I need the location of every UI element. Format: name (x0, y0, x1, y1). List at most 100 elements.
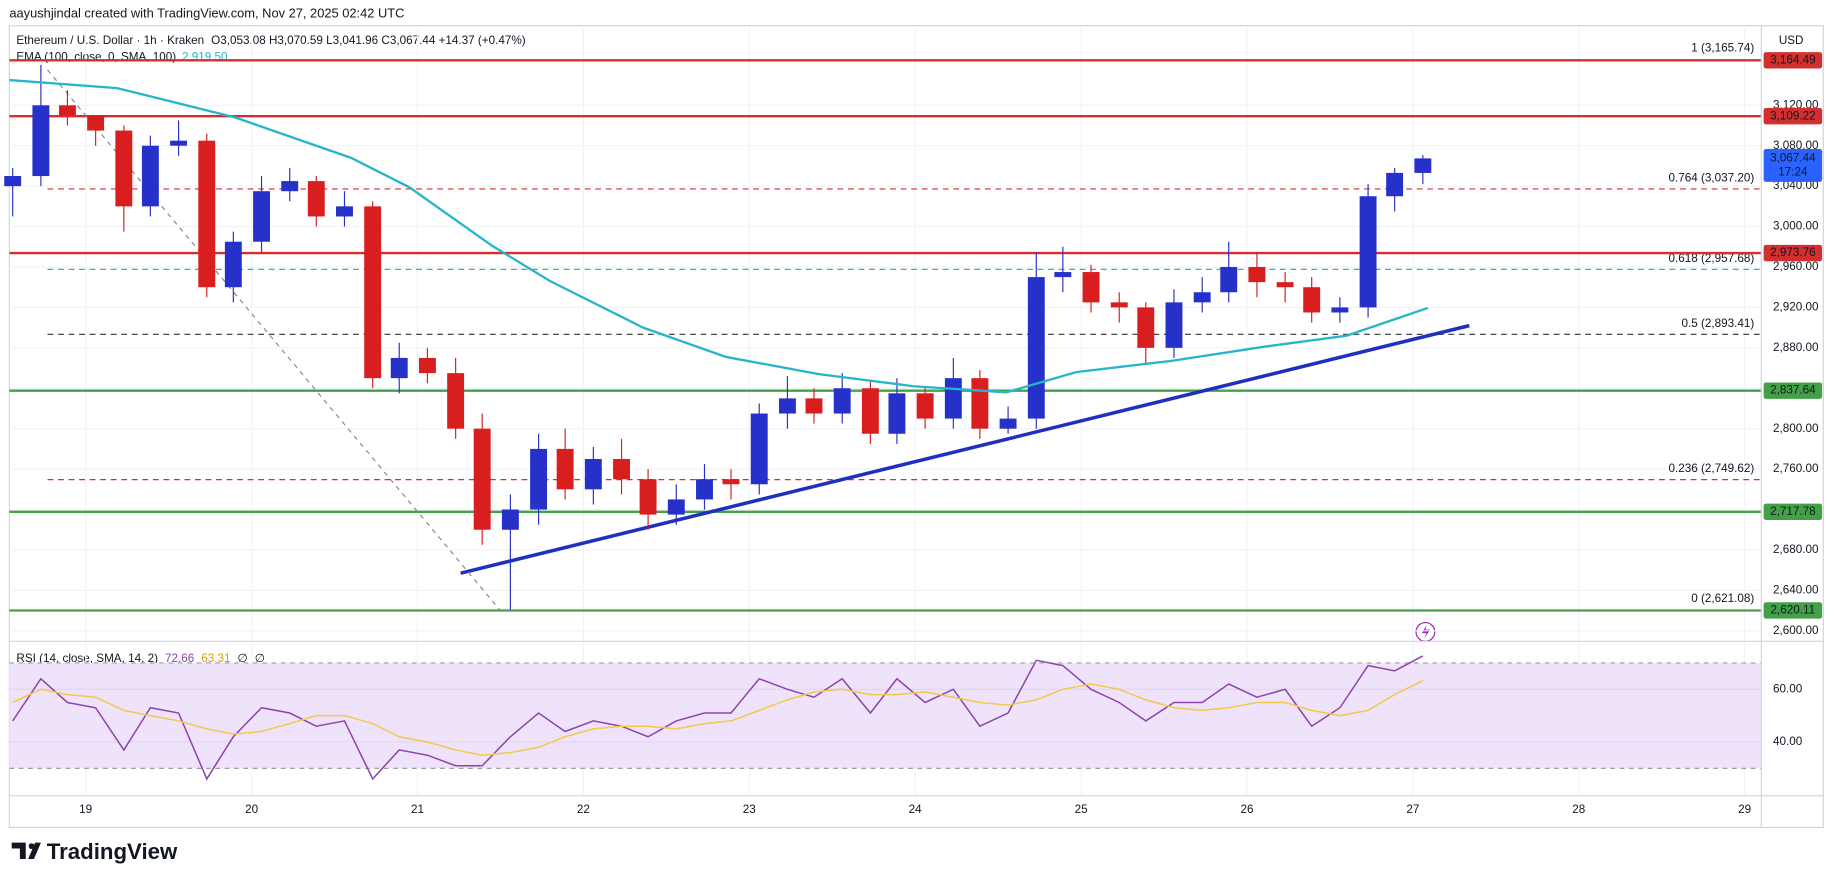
candle-body (833, 388, 851, 414)
level-tag-label: 2,620.11 (1771, 604, 1816, 617)
countdown: 17:24 (1778, 166, 1808, 179)
rsi-extra: ∅ (238, 652, 248, 665)
level-tag-label: 3,109.22 (1770, 109, 1816, 122)
y-tick-label: 2,960.00 (1773, 260, 1819, 273)
candle-body (1414, 158, 1432, 173)
brand-name: TradingView (47, 839, 178, 864)
x-tick-label: 21 (411, 803, 424, 816)
brand-logo (11, 842, 41, 859)
candle-body (198, 140, 216, 288)
candle-body (281, 181, 299, 192)
logo-dot (28, 843, 35, 850)
candle-body (115, 130, 133, 207)
x-tick-label: 19 (79, 803, 92, 816)
symbol-title: Ethereum / U.S. Dollar · 1h · Kraken (16, 34, 204, 47)
level-tag (1763, 602, 1823, 619)
candle-body (778, 398, 796, 414)
candle-body (253, 191, 270, 242)
candle-body (722, 479, 740, 485)
candle-body (667, 499, 685, 515)
y-tick-label: 40.00 (1773, 735, 1803, 748)
candle-body (418, 357, 436, 374)
fib-label: 1 (3,165.74) (1691, 42, 1754, 55)
candle-body (1054, 272, 1072, 278)
y-tick-label: 2,760.00 (1773, 462, 1819, 475)
last-price-label: 3,067.44 (1770, 152, 1816, 165)
fib-label: 0 (2,621.08) (1691, 592, 1754, 605)
candle-body (805, 398, 823, 414)
candle-body (473, 428, 491, 530)
candle-body (390, 357, 408, 379)
candle-body (501, 509, 519, 530)
candle-body (1359, 196, 1377, 308)
y-tick-label: 2,640.00 (1773, 583, 1819, 596)
ohlc-text: O3,053.08 H3,070.59 L3,041.96 C3,067.44 … (211, 34, 526, 47)
candle-body (1137, 307, 1155, 348)
candle-body (584, 459, 602, 490)
candle-body (364, 206, 382, 379)
alert-bolt (1421, 624, 1431, 639)
candle-body (32, 105, 50, 177)
level-tag-label: 2,717.78 (1770, 505, 1816, 518)
x-tick-label: 23 (743, 803, 756, 816)
candle-body (1248, 266, 1266, 283)
y-tick-label: 2,920.00 (1773, 301, 1819, 314)
fib-label: 0.764 (3,037.20) (1668, 172, 1754, 185)
fib-label: 0.5 (2,893.41) (1681, 317, 1754, 330)
candle-body (944, 378, 962, 419)
x-tick-label: 28 (1572, 803, 1585, 816)
candle-body (58, 105, 76, 116)
candle-body (1110, 302, 1128, 308)
rsi-extra: ∅ (255, 652, 265, 665)
candle-body (4, 176, 22, 187)
ema-line (9, 78, 1429, 394)
last-price-tag (1763, 149, 1823, 182)
y-tick-label: 3,000.00 (1773, 220, 1819, 233)
rsi-legend: RSI (14, close, SMA, 14, 2) 72.66 63.31 ∅ ∅ (16, 652, 265, 665)
candle-body (750, 413, 768, 485)
candle-body (336, 206, 353, 217)
symbol-legend: Ethereum / U.S. Dollar · 1h · Kraken O3,0… (16, 34, 525, 47)
level-tag (1763, 52, 1823, 69)
candle-body (696, 479, 713, 500)
candle-body (916, 393, 934, 419)
candle-body (971, 378, 989, 429)
level-tag-label: 2,973.76 (1770, 246, 1816, 259)
candle-body (999, 418, 1017, 429)
rsi-title: RSI (14, close, SMA, 14, 2) (16, 652, 158, 665)
candle-body (1165, 302, 1183, 348)
y-tick-label: 3,040.00 (1773, 179, 1819, 192)
level-tag (1763, 382, 1823, 399)
chart-frame (8, 25, 1824, 828)
plot-layer (9, 25, 1824, 796)
rsi-line (12, 679, 1424, 756)
rsi-line (12, 655, 1424, 781)
level-tag-label: 2,837.64 (1770, 384, 1816, 397)
level-tag (1763, 244, 1823, 262)
candle-body (141, 145, 159, 207)
level-tag-label: 3,164.49 (1770, 53, 1816, 66)
candle-body (1082, 272, 1100, 303)
fib-label: 0.236 (2,749.62) (1668, 462, 1754, 475)
candle-body (1193, 292, 1211, 303)
candle-body (861, 388, 879, 434)
level-tag (1763, 107, 1823, 125)
y-tick-label: 2,600.00 (1773, 624, 1819, 637)
rsi-sma-value: 63.31 (201, 652, 230, 665)
candle-body (1386, 172, 1404, 197)
y-tick-label: 2,880.00 (1773, 341, 1819, 354)
x-tick-label: 20 (245, 803, 259, 816)
candle-body (1220, 266, 1238, 293)
fib-label: 0.618 (2,957.68) (1668, 252, 1754, 265)
candle-body (556, 448, 574, 490)
candle-body (1331, 307, 1349, 313)
candle-body (639, 479, 657, 515)
y-tick-label: 60.00 (1773, 682, 1803, 695)
y-tick-label: 3,080.00 (1773, 139, 1819, 152)
y-tick-label: 2,680.00 (1773, 543, 1819, 556)
candle-body (170, 140, 188, 146)
candle-body (307, 181, 325, 217)
candle-body (447, 373, 465, 429)
x-tick-label: 27 (1406, 803, 1419, 816)
